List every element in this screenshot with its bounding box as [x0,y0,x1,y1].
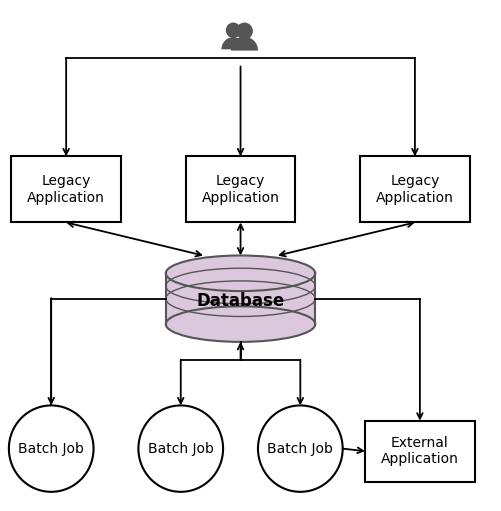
Text: Batch Job: Batch Job [148,442,214,456]
Ellipse shape [138,405,223,492]
Text: Legacy
Application: Legacy Application [201,174,280,204]
Circle shape [226,22,241,38]
Circle shape [236,22,253,40]
Text: Legacy
Application: Legacy Application [376,174,454,204]
Text: Legacy
Application: Legacy Application [27,174,105,204]
Ellipse shape [166,256,315,291]
Text: Database: Database [196,292,285,310]
Wedge shape [231,37,258,51]
Ellipse shape [258,405,343,492]
Text: External
Application: External Application [381,436,459,466]
Wedge shape [221,37,245,50]
Ellipse shape [166,306,315,342]
Bar [166,273,315,324]
FancyBboxPatch shape [12,156,121,222]
FancyBboxPatch shape [365,421,475,482]
Ellipse shape [9,405,94,492]
Text: Batch Job: Batch Job [268,442,333,456]
Text: Batch Job: Batch Job [18,442,84,456]
FancyBboxPatch shape [186,156,296,222]
FancyBboxPatch shape [360,156,470,222]
